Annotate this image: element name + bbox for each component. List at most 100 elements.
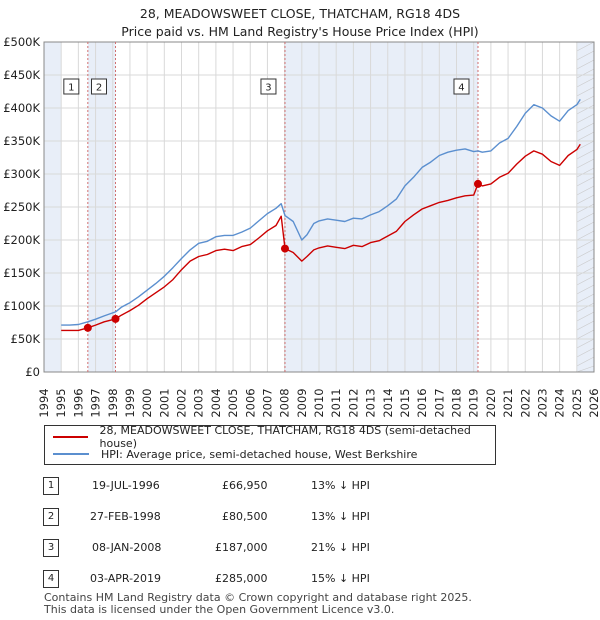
sale-label-text: 4 xyxy=(458,83,464,94)
x-tick-label: 2002 xyxy=(175,388,189,417)
sale-label: 1 xyxy=(63,78,80,95)
future-hatch xyxy=(576,104,595,115)
transaction-price: £66,950 xyxy=(222,479,268,492)
sale-points xyxy=(83,179,482,332)
sale-point xyxy=(111,314,120,323)
future-hatch xyxy=(576,356,595,367)
x-tick-label: 2010 xyxy=(312,388,326,417)
legend: 28, MEADOWSWEET CLOSE, THATCHAM, RG18 4D… xyxy=(44,424,496,465)
x-tick-label: 1997 xyxy=(89,388,103,417)
future-hatch xyxy=(576,176,595,187)
footer-copyright: Contains HM Land Registry data © Crown c… xyxy=(44,591,472,604)
sale-label: 4 xyxy=(453,78,470,95)
series-lines xyxy=(61,99,581,332)
chart-title-line1: 28, MEADOWSWEET CLOSE, THATCHAM, RG18 4D… xyxy=(139,6,461,21)
sale-point xyxy=(83,323,92,332)
transaction-date: 19-JUL-1996 xyxy=(92,479,160,492)
axis-labels: £0 £50K £100K £150K £200K £250K £300K £350K £400… xyxy=(3,35,600,418)
y-tick-label: £0 xyxy=(25,365,40,379)
x-tick-label: 1999 xyxy=(123,388,137,417)
x-tick-label: 2023 xyxy=(535,388,549,417)
future-hatch xyxy=(576,167,595,178)
future-hatch xyxy=(576,203,595,214)
future-hatch xyxy=(576,302,595,313)
future-hatch xyxy=(576,248,595,259)
x-tick-label: 2018 xyxy=(450,388,464,417)
sale-label-text: 1 xyxy=(68,83,74,94)
transaction-row: 4 03-APR-2019 £285,000 15% ↓ HPI xyxy=(0,570,600,590)
sale-label-box xyxy=(453,78,470,95)
sale-label-box xyxy=(91,78,107,95)
future-hatch xyxy=(576,311,595,322)
future-hatch xyxy=(576,50,595,61)
x-tick-label: 2005 xyxy=(226,388,240,417)
grid-lines xyxy=(43,41,595,373)
future-hatch xyxy=(576,347,595,358)
transaction-price: £187,000 xyxy=(215,541,268,554)
x-tick-label: 2012 xyxy=(346,388,360,417)
x-tick-label: 2004 xyxy=(209,388,223,417)
x-tick-label: 2011 xyxy=(329,388,343,417)
x-tick-label: 2000 xyxy=(140,388,154,417)
transaction-row: 3 08-JAN-2008 £187,000 21% ↓ HPI xyxy=(0,539,600,559)
future-hatch xyxy=(576,257,595,268)
x-tick-label: 2007 xyxy=(260,388,274,417)
future-hatch xyxy=(576,365,595,373)
x-tick-label: 2017 xyxy=(432,388,446,417)
sale-point xyxy=(280,244,289,253)
x-tick-label: 2003 xyxy=(192,388,206,417)
y-tick-label: £150K xyxy=(3,266,40,280)
future-hatch xyxy=(576,221,595,232)
legend-item-hpi: HPI: Average price, semi-detached house,… xyxy=(53,446,417,462)
future-hatch xyxy=(576,194,595,205)
x-tick-label: 2001 xyxy=(157,388,171,417)
x-tick-label: 2022 xyxy=(518,388,532,417)
x-tick-label: 2019 xyxy=(467,388,481,417)
legend-label-hpi: HPI: Average price, semi-detached house,… xyxy=(101,447,418,461)
y-tick-label: £300K xyxy=(3,167,40,181)
sale-labels: 1 2 3 4 xyxy=(63,78,470,95)
transaction-number: 4 xyxy=(43,570,59,588)
hpi-line xyxy=(61,99,581,326)
sale-label: 2 xyxy=(91,78,107,95)
x-tick-label: 2008 xyxy=(278,388,292,417)
property-price-line xyxy=(61,143,581,332)
x-tick-label: 2024 xyxy=(553,388,567,417)
y-tick-label: £450K xyxy=(3,68,40,82)
transaction-row: 2 27-FEB-1998 £80,500 13% ↓ HPI xyxy=(0,508,600,528)
y-tick-label: £250K xyxy=(3,200,40,214)
sale-label-text: 3 xyxy=(265,83,271,94)
x-tick-label: 2016 xyxy=(415,388,429,417)
x-tick-label: 1994 xyxy=(37,388,51,417)
future-hatch xyxy=(576,59,595,70)
future-hatch xyxy=(576,185,595,196)
x-tick-label: 2025 xyxy=(570,388,584,417)
sale-label-box xyxy=(63,78,80,95)
y-tick-label: £350K xyxy=(3,134,40,148)
x-tick-label: 2014 xyxy=(381,388,395,417)
future-hatch xyxy=(576,230,595,241)
future-hatch xyxy=(576,284,595,295)
transaction-date: 03-APR-2019 xyxy=(90,572,162,585)
y-tick-label: £400K xyxy=(3,101,40,115)
future-hatch xyxy=(576,239,595,250)
future-hatch xyxy=(576,212,595,223)
future-hatch xyxy=(576,140,595,151)
sale-marker-lines xyxy=(87,42,479,372)
future-hatch xyxy=(576,86,595,97)
future-hatch xyxy=(576,41,595,52)
x-tick-label: 2009 xyxy=(295,388,309,417)
sale-label: 3 xyxy=(260,78,277,95)
transaction-row: 1 19-JUL-1996 £66,950 13% ↓ HPI xyxy=(0,477,600,497)
future-hatch xyxy=(576,293,595,304)
transaction-hpi-diff: 21% ↓ HPI xyxy=(311,541,370,554)
future-hatch xyxy=(576,149,595,160)
x-tick-label: 2026 xyxy=(587,388,600,417)
y-tick-label: £100K xyxy=(3,299,40,313)
future-hatch xyxy=(576,77,595,88)
future-hatch xyxy=(576,131,595,142)
y-tick-label: £200K xyxy=(3,233,40,247)
y-tick-label: £500K xyxy=(3,35,40,49)
future-hatch xyxy=(576,122,595,133)
x-tick-label: 2006 xyxy=(243,388,257,417)
